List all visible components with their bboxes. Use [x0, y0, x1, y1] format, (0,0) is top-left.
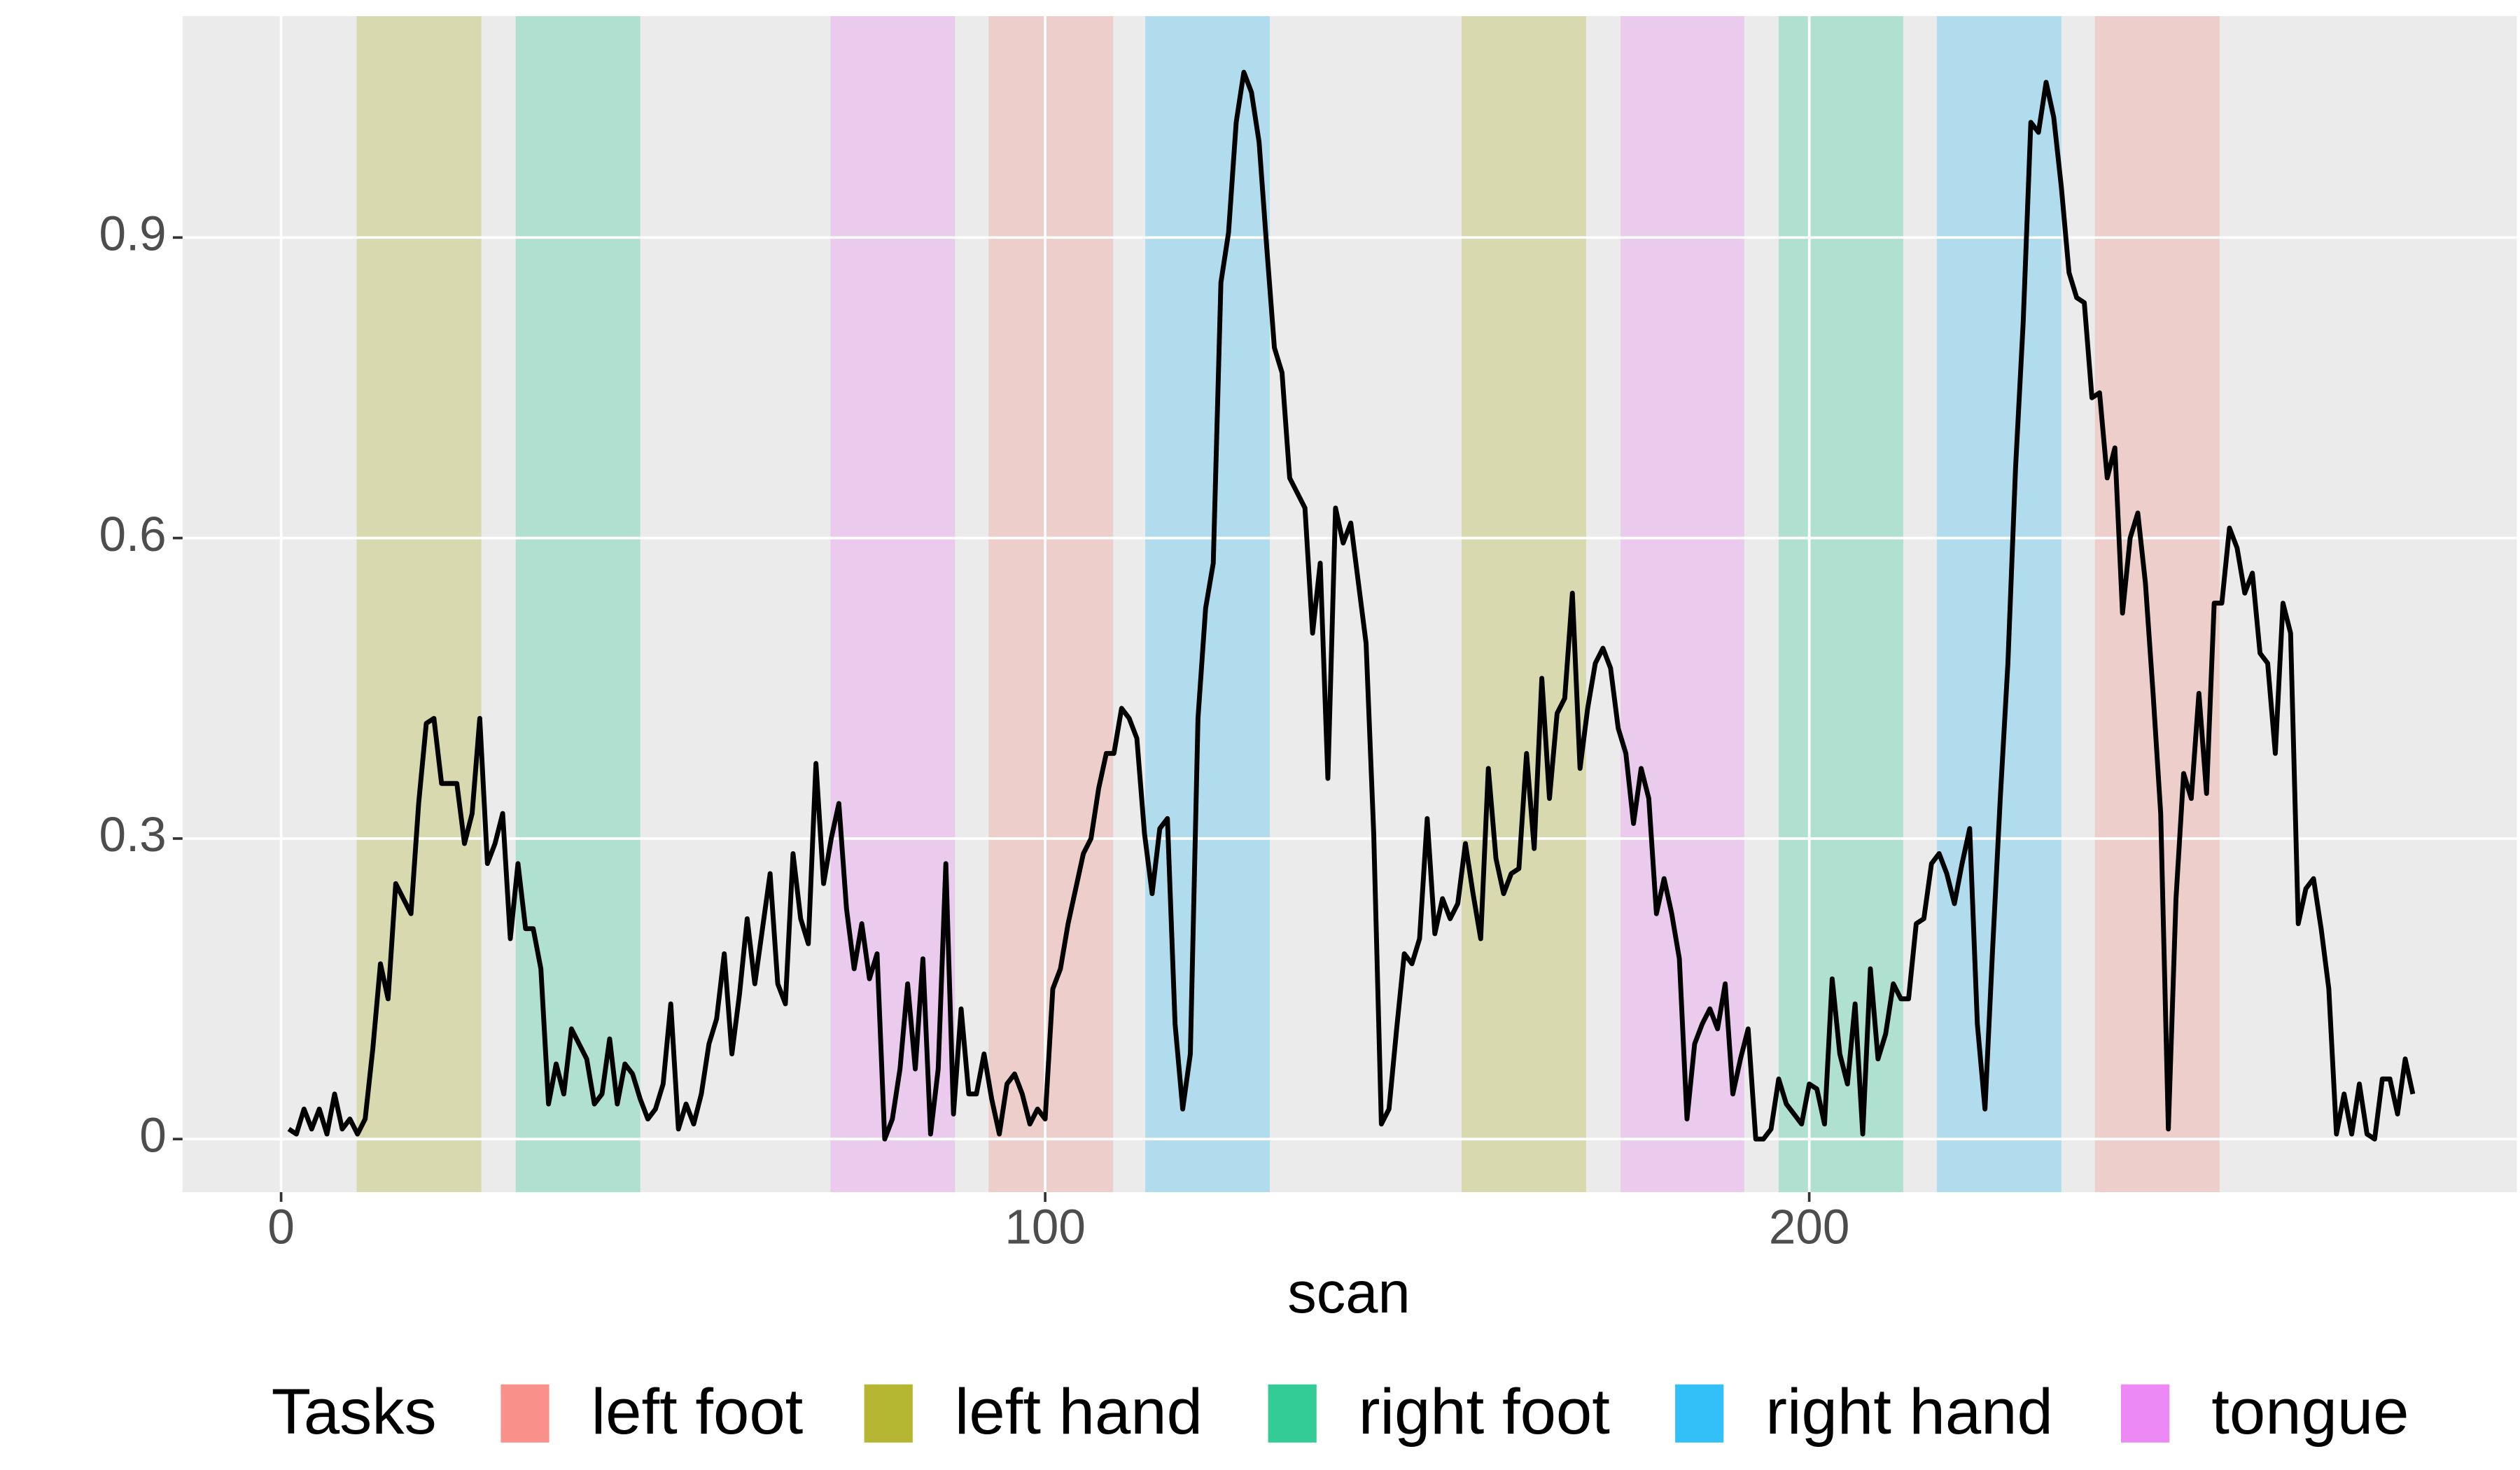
legend-swatch: [1675, 1384, 1724, 1443]
legend-swatch: [2121, 1384, 2170, 1443]
x-axis-title: scan: [1287, 1260, 1410, 1325]
y-tick-label: 0.3: [99, 807, 166, 862]
legend-label: tongue: [2211, 1375, 2409, 1448]
x-tick-label: 200: [1769, 1200, 1850, 1254]
x-tick-label: 100: [1004, 1200, 1085, 1254]
task-block: [1778, 16, 1903, 1193]
legend-label: left foot: [592, 1375, 804, 1448]
legend-swatch: [864, 1384, 913, 1443]
task-block: [2094, 16, 2220, 1193]
task-block: [830, 16, 955, 1193]
legend-swatch: [500, 1384, 550, 1443]
task-block: [1461, 16, 1586, 1193]
task-block: [1936, 16, 2062, 1193]
data-line: [287, 69, 2416, 1142]
legend-label: right foot: [1359, 1375, 1610, 1448]
x-tick-label: 0: [267, 1200, 295, 1254]
y-tick-label: 0: [139, 1108, 167, 1163]
legend-title: Tasks: [272, 1375, 437, 1448]
task-block: [515, 16, 640, 1193]
y-tick-label: 0.6: [99, 507, 166, 561]
legend-label: left hand: [955, 1375, 1203, 1448]
plot-panel: [182, 16, 2517, 1193]
y-tick-label: 0.9: [99, 206, 166, 261]
legend-label: right hand: [1765, 1375, 2053, 1448]
legend-swatch: [1268, 1384, 1317, 1443]
